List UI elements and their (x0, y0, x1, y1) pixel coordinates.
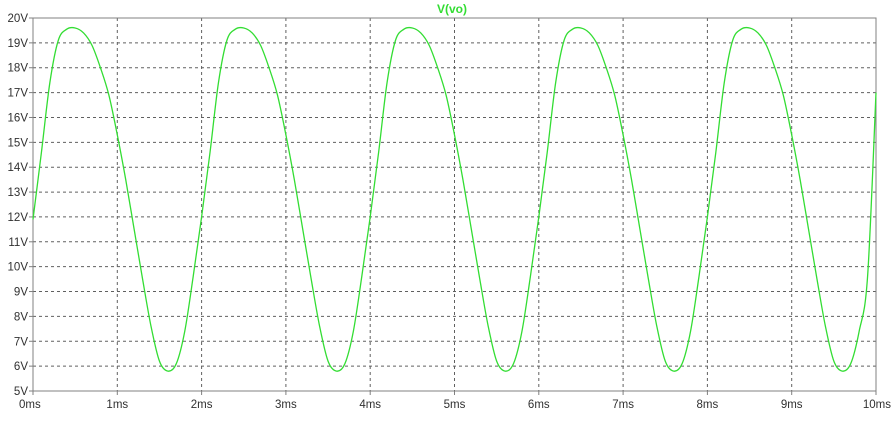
y-tick-label: 13V (8, 187, 29, 199)
y-tick-label: 14V (8, 162, 29, 174)
y-tick-label: 6V (14, 361, 28, 373)
x-tick-label: 3ms (275, 399, 297, 411)
grid-lines (33, 18, 876, 391)
y-tick-label: 20V (8, 13, 29, 25)
x-tick-label: 5ms (444, 399, 466, 411)
y-tick-label: 12V (8, 212, 29, 224)
y-tick-label: 19V (8, 38, 29, 50)
y-tick-label: 7V (14, 336, 28, 348)
x-tick-label: 2ms (191, 399, 213, 411)
y-tick-label: 18V (8, 63, 29, 75)
y-axis-ticks: 5V 6V 7V 8V 9V 10V 11V 12V 13V 14V 15V 16V 17V 18V 19V… (8, 13, 33, 398)
x-axis-ticks: 0ms 1ms 2ms 3ms 4ms 5ms 6ms 7ms 8ms 9ms 10ms (19, 391, 891, 411)
y-tick-label: 11V (8, 237, 28, 249)
y-tick-label: 16V (8, 112, 29, 124)
trace-title[interactable]: V(vo) (437, 2, 467, 16)
x-tick-label: 1ms (106, 399, 128, 411)
y-tick-label: 9V (14, 287, 28, 299)
y-tick-label: 15V (8, 137, 29, 149)
x-tick-label: 9ms (781, 399, 803, 411)
y-tick-label: 5V (14, 386, 28, 398)
x-tick-label: 8ms (697, 399, 719, 411)
x-tick-label: 4ms (359, 399, 381, 411)
x-tick-label: 7ms (612, 399, 634, 411)
y-tick-label: 8V (14, 311, 28, 323)
x-tick-label: 6ms (528, 399, 550, 411)
y-tick-label: 10V (8, 262, 29, 274)
y-tick-label: 17V (8, 88, 29, 100)
x-tick-label: 10ms (863, 399, 891, 411)
x-tick-label: 0ms (19, 399, 41, 411)
trace-v-vo[interactable] (32, 26, 877, 372)
